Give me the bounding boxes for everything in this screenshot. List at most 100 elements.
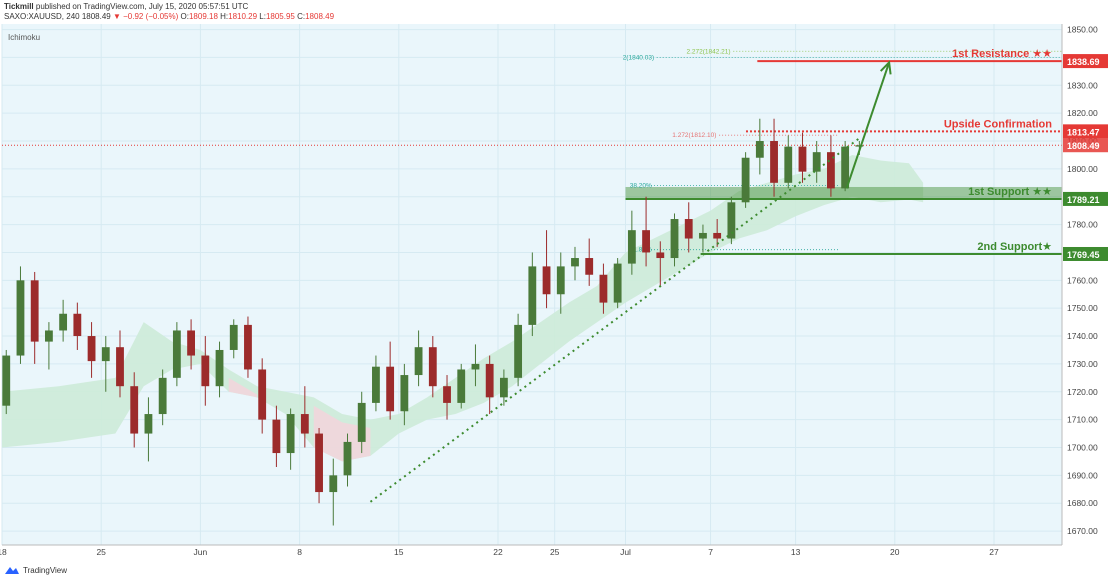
footer-brand: TradingView <box>4 565 67 575</box>
price-change: ▼ −0.92 (−0.05%) <box>112 12 179 21</box>
candle-body <box>87 336 96 362</box>
price-tag-label: 1789.21 <box>1067 195 1100 205</box>
candle-body <box>755 141 764 158</box>
price-tick-label: 1690.00 <box>1067 470 1098 480</box>
price-guides: 1st Resistance ★★ Upside Confirmation 1st … <box>2 48 1062 255</box>
published-text: published on TradingView.com, July 15, 2… <box>35 2 249 11</box>
candle-body <box>670 219 679 259</box>
price-tick-label: 1670.00 <box>1067 526 1098 536</box>
symbol-line: SAXO:XAUUSD, 240 1808.49 ▼ −0.92 (−0.05%… <box>4 12 334 21</box>
candle-body <box>585 258 594 275</box>
candle-body <box>812 152 821 172</box>
price-tick-label: 1800.00 <box>1067 164 1098 174</box>
time-tick-label: 8 <box>297 547 302 557</box>
time-tick-label: Jun <box>194 547 208 557</box>
candle-body <box>30 280 39 342</box>
symbol-label: SAXO:XAUUSD, 240 <box>4 12 80 21</box>
footer-brand-text: TradingView <box>23 565 68 575</box>
candle-body <box>215 349 224 387</box>
candle-body <box>73 313 82 337</box>
price-tick-label: 1740.00 <box>1067 331 1098 341</box>
low-value: 1805.95 <box>265 12 295 21</box>
candle-body <box>229 324 238 350</box>
candle-body <box>272 419 281 454</box>
candle-body <box>727 202 736 239</box>
projection-arrow-head <box>879 60 892 75</box>
candle-body <box>414 347 423 376</box>
candle-body <box>372 366 380 403</box>
candle-body <box>457 369 466 403</box>
guide-label: 1st Resistance ★★ <box>952 48 1052 60</box>
price-tag <box>1063 191 1108 206</box>
open-value: 1809.18 <box>188 12 218 21</box>
time-tick-label: 7 <box>708 547 713 557</box>
projection-arrow-line <box>845 62 891 189</box>
time-tick-label: 27 <box>989 547 999 557</box>
candle-body <box>386 366 395 412</box>
candle-body <box>172 330 181 378</box>
low-label: L: <box>259 12 266 21</box>
candle-body <box>528 266 537 325</box>
candle-body <box>16 280 25 356</box>
candle-body <box>642 230 650 253</box>
candle-body <box>101 347 110 362</box>
current-price-tag-label: 1808.49 <box>1067 141 1100 151</box>
candle-body <box>713 232 722 239</box>
annotations <box>369 60 892 503</box>
candle-body <box>300 414 309 434</box>
candle-body <box>244 324 252 370</box>
fib-label: 61.80% <box>630 247 652 254</box>
price-tick-label: 1780.00 <box>1067 220 1098 230</box>
indicator-label: Ichimoku <box>8 33 40 42</box>
guide-label: 1st Support ★★ <box>968 186 1052 198</box>
candle-body <box>144 414 153 434</box>
price-tag <box>1063 246 1108 261</box>
ichimoku-cloud <box>2 154 924 462</box>
candle-body <box>428 347 437 387</box>
time-tick-label: 18 <box>0 547 7 557</box>
candle-body <box>443 386 451 403</box>
candle-body <box>59 313 68 331</box>
price-tick-label: 1750.00 <box>1067 303 1098 313</box>
fib-label: 2(1840.03) <box>623 54 654 61</box>
cloud-bear <box>313 405 371 462</box>
candle-body <box>784 146 793 183</box>
price-tick-label: 1850.00 <box>1067 25 1098 35</box>
candle-body <box>599 274 608 303</box>
open-label: O: <box>180 12 189 21</box>
candle-body <box>841 146 850 189</box>
time-tick-label: 25 <box>96 547 106 557</box>
time-tick-label: 20 <box>890 547 900 557</box>
guide-label: Upside Confirmation <box>944 118 1052 130</box>
candle-body <box>556 266 565 295</box>
candle-body <box>571 258 579 267</box>
candle-body <box>357 402 366 442</box>
publish-line: Tickmill published on TradingView.com, J… <box>4 2 248 11</box>
candle-body <box>827 152 835 189</box>
candle-body <box>855 145 864 147</box>
close-value: 1808.49 <box>305 12 335 21</box>
price-tag-label: 1838.69 <box>1067 57 1100 67</box>
candle-body <box>130 386 139 434</box>
candle-body <box>44 330 53 342</box>
candlesticks <box>2 118 864 526</box>
price-tick-label: 1830.00 <box>1067 80 1098 90</box>
fib-label: 2.272(1842.21) <box>686 48 730 55</box>
price-tick-label: 1710.00 <box>1067 415 1098 425</box>
close-label: C: <box>297 12 306 21</box>
candle-body <box>201 355 210 387</box>
candle-body <box>770 141 778 183</box>
price-tick-label: 1730.00 <box>1067 359 1098 369</box>
price-tick-label: 1680.00 <box>1067 498 1098 508</box>
price-axis: 1670.00 1680.00 1690.00 1700.00 1710.00 1720.… <box>0 24 1108 557</box>
price-tick-label: 1820.00 <box>1067 108 1098 118</box>
candle-body <box>699 232 707 239</box>
price-tag <box>1063 124 1108 139</box>
tradingview-logo-icon <box>5 567 19 574</box>
time-tick-label: Jul <box>620 547 631 557</box>
candle-body <box>684 219 693 239</box>
time-tick-label: 15 <box>394 547 404 557</box>
candle-body <box>400 375 409 412</box>
fib-label: 1.272(1812.10) <box>672 132 716 139</box>
